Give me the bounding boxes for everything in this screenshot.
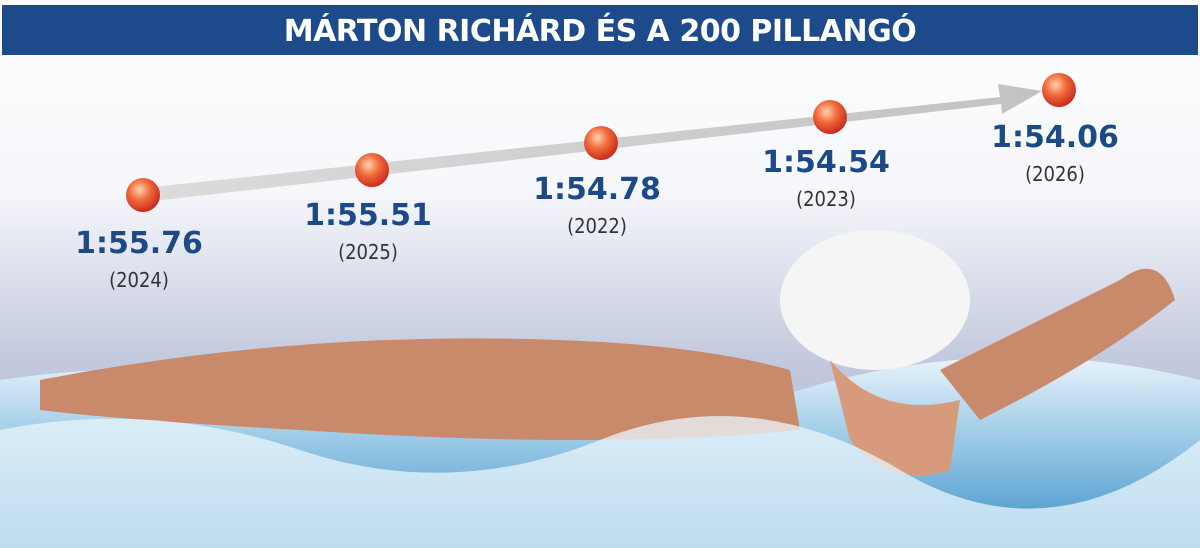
milestone-year: (2026) [1025,162,1085,186]
milestone-time: 1:55.76 [75,226,203,261]
milestone-year: (2023) [796,187,856,211]
milestone-dot [355,153,389,187]
milestone-year: (2022) [567,214,627,238]
milestone-dot [584,126,618,160]
milestones: 1:55.76 (2024) 1:55.51 (2025) 1:54.78 (2022) 1… [75,73,1119,292]
milestone-dot [813,100,847,134]
swimmer-face [830,360,960,476]
milestone-time: 1:54.06 [991,120,1119,155]
milestone-dot [1042,73,1076,107]
milestone-time: 1:54.78 [533,172,661,207]
swim-cap [780,230,970,370]
milestone-year: (2025) [338,240,398,264]
milestone-year: (2024) [109,268,169,292]
milestone-dot [126,178,160,212]
milestone-time: 1:54.54 [762,145,890,180]
title: MÁRTON RICHÁRD ÉS A 200 PILLANGÓ [284,12,917,49]
swimmer-arm [940,268,1175,420]
title-bar [2,5,1198,55]
swimmer-arm [40,338,800,440]
milestone-time: 1:55.51 [304,198,432,233]
splash [0,416,1200,548]
